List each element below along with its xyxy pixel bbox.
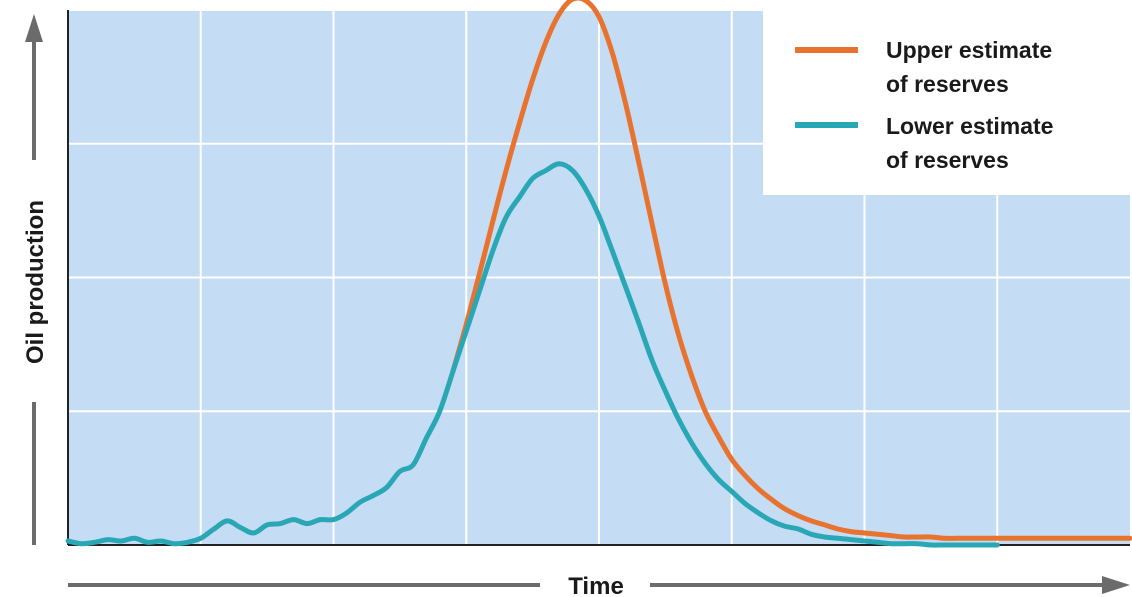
x-axis-title: Time bbox=[568, 573, 624, 597]
x-axis-title-group: Time bbox=[68, 573, 1130, 597]
series-line-lower-estimate bbox=[450, 161, 1000, 548]
legend: Upper estimate of reserves Lower estimat… bbox=[763, 10, 1130, 195]
series-line-upper-estimate bbox=[450, 0, 1132, 541]
legend-lower-line1: Lower estimate bbox=[886, 113, 1053, 139]
legend-lower-line2: of reserves bbox=[886, 147, 1009, 173]
y-axis-title-group: Oil production bbox=[22, 14, 49, 545]
legend-upper-line1: Upper estimate bbox=[886, 37, 1052, 63]
series-line-historical bbox=[65, 368, 456, 547]
y-arrow-head bbox=[25, 14, 43, 42]
y-axis-title: Oil production bbox=[22, 200, 49, 364]
legend-upper-line2: of reserves bbox=[886, 71, 1009, 97]
legend-box bbox=[763, 10, 1130, 195]
series-lines bbox=[65, 0, 1132, 548]
x-arrow-head bbox=[1102, 576, 1130, 594]
